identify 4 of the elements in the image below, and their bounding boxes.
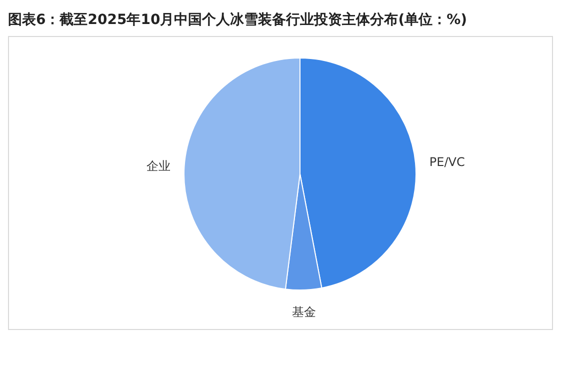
slice-label: 基金 <box>292 304 316 319</box>
chart-title: 图表6：截至2025年10月中国个人冰雪装备行业投资主体分布(单位：%) <box>8 11 468 28</box>
slice-label: PE/VC <box>429 154 465 169</box>
slice-label: 企业 <box>146 158 170 173</box>
